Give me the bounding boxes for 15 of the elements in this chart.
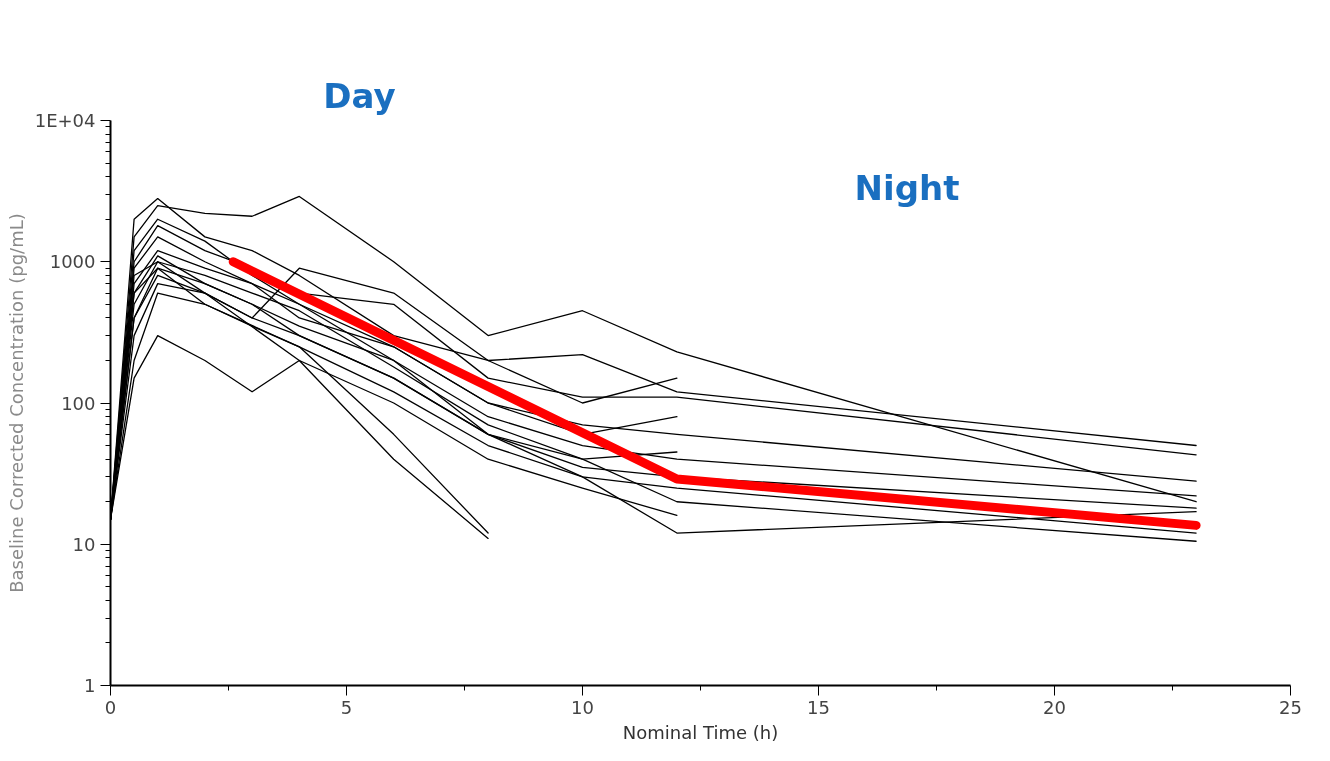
y-tick-label: 1E+04 xyxy=(34,110,96,131)
y-axis-title: Baseline Corrected Concentration (pg/mL) xyxy=(5,213,27,593)
y-tick-label: 10 xyxy=(72,533,96,555)
x-tick-label: 15 xyxy=(807,696,830,718)
x-axis-title: Nominal Time (h) xyxy=(622,721,779,743)
y-tick-label: 1 xyxy=(84,675,96,696)
annotation: Night xyxy=(854,168,960,209)
x-tick-label: 25 xyxy=(1279,696,1302,718)
x-tick-label: 0 xyxy=(104,696,117,718)
x-tick-label: 20 xyxy=(1043,696,1066,718)
x-tick-label: 5 xyxy=(340,696,353,718)
x-tick-label: 10 xyxy=(571,696,594,718)
text: Day xyxy=(323,75,396,116)
y-tick-label: 1000 xyxy=(49,251,96,273)
y-tick-label: 100 xyxy=(61,392,96,414)
